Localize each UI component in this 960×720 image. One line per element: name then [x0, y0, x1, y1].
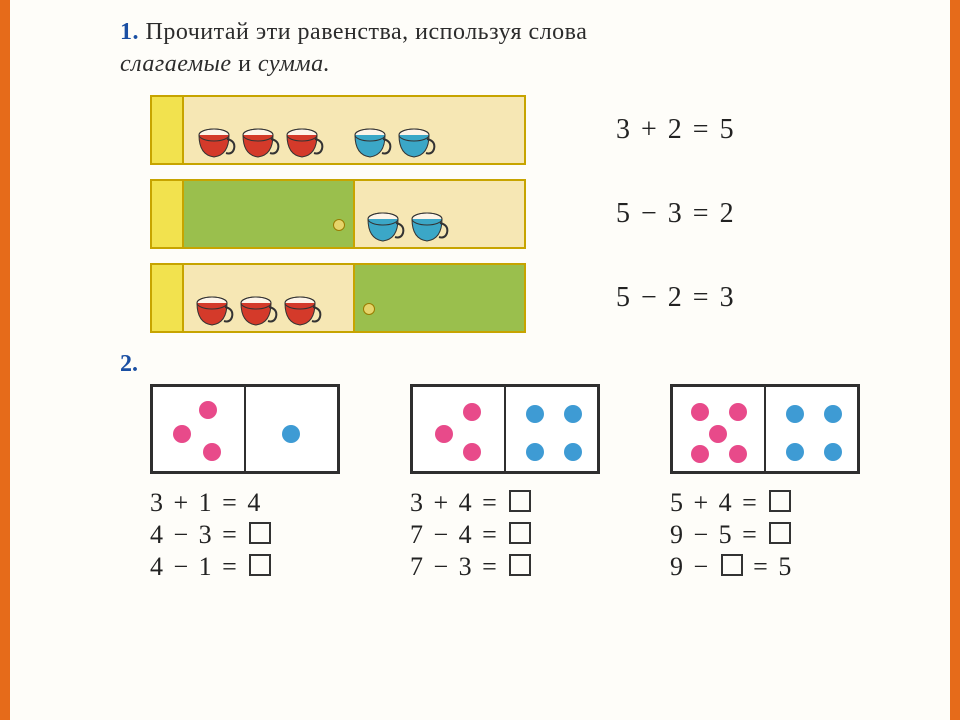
cup-icon — [396, 127, 436, 159]
domino-right — [246, 387, 337, 471]
equation: 4 − 1 = — [150, 552, 273, 582]
cup-icon — [196, 127, 236, 159]
dot-icon — [691, 403, 709, 421]
blank-box — [249, 522, 271, 544]
exercise1-prompt: 1. Прочитай эти равенства, используя сло… — [120, 16, 910, 81]
domino — [150, 384, 340, 474]
equation-list: 3 + 1 = 44 − 3 = 4 − 1 = — [150, 488, 273, 582]
domino-left — [413, 387, 504, 471]
dot-icon — [691, 445, 709, 463]
domino — [670, 384, 860, 474]
shelf-door — [150, 95, 184, 165]
domino-row: 3 + 1 = 44 − 3 = 4 − 1 = 3 + 4 = 7 − 4 =… — [150, 384, 910, 582]
blank-box — [509, 490, 531, 512]
shelf — [150, 95, 526, 165]
cup-icon — [238, 295, 278, 327]
shelf-half-right — [355, 263, 526, 333]
equation-list: 5 + 4 = 9 − 5 = 9 − = 5 — [670, 488, 793, 582]
domino-left — [153, 387, 244, 471]
equation-list: 3 + 4 = 7 − 4 = 7 − 3 = — [410, 488, 533, 582]
dot-icon — [463, 403, 481, 421]
blank-box — [769, 522, 791, 544]
page: 1. Прочитай эти равенства, используя сло… — [0, 0, 960, 720]
shelf-half-left — [184, 263, 355, 333]
equation: 4 − 3 = — [150, 520, 273, 550]
equation: 9 − 5 = — [670, 520, 793, 550]
prompt-italic-1: слагаемые — [120, 51, 232, 77]
dot-icon — [463, 443, 481, 461]
domino — [410, 384, 600, 474]
knob-icon — [333, 219, 345, 231]
knob-icon — [363, 303, 375, 315]
dot-icon — [786, 443, 804, 461]
equation: 7 − 3 = — [410, 552, 533, 582]
shelf — [150, 179, 526, 249]
shelf — [150, 263, 526, 333]
equation: 9 − = 5 — [670, 552, 793, 582]
domino-right — [506, 387, 597, 471]
dot-icon — [564, 443, 582, 461]
prompt-italic-2: сумма. — [258, 51, 330, 77]
cup-icon — [194, 295, 234, 327]
blank-box — [509, 554, 531, 576]
cup-icon — [365, 211, 405, 243]
shelf-row: 5 − 2 = 3 — [150, 263, 910, 333]
dot-icon — [824, 443, 842, 461]
equation: 5 − 2 = 3 — [616, 282, 736, 314]
equation: 3 + 4 = — [410, 488, 533, 518]
equation: 3 + 1 = 4 — [150, 488, 273, 518]
dot-icon — [435, 425, 453, 443]
prompt-text-1: Прочитай эти равенства, используя слова — [146, 19, 588, 45]
shelf-half-right — [355, 179, 526, 249]
shelf-interior — [184, 95, 526, 165]
exercise1-number: 1. — [120, 19, 139, 45]
domino-right — [766, 387, 857, 471]
exercise2-number: 2. — [120, 351, 138, 378]
cup-icon — [284, 127, 324, 159]
exercise2: 2. 3 + 1 = 44 − 3 = 4 − 1 = 3 + 4 = 7 − … — [120, 351, 910, 582]
shelf-door — [150, 179, 184, 249]
shelf-door — [150, 263, 184, 333]
domino-block: 3 + 4 = 7 − 4 = 7 − 3 = — [410, 384, 600, 582]
domino-left — [673, 387, 764, 471]
equation: 3 + 2 = 5 — [616, 114, 736, 146]
shelf-half-left — [184, 179, 355, 249]
blank-box — [721, 554, 743, 576]
dot-icon — [709, 425, 727, 443]
equation: 5 + 4 = — [670, 488, 793, 518]
dot-icon — [729, 403, 747, 421]
equation: 7 − 4 = — [410, 520, 533, 550]
cup-icon — [409, 211, 449, 243]
cup-icon — [282, 295, 322, 327]
domino-block: 5 + 4 = 9 − 5 = 9 − = 5 — [670, 384, 860, 582]
shelf-row: 3 + 2 = 5 — [150, 95, 910, 165]
cup-icon — [352, 127, 392, 159]
dot-icon — [526, 443, 544, 461]
cup-icon — [240, 127, 280, 159]
dot-icon — [786, 405, 804, 423]
blank-box — [509, 522, 531, 544]
dot-icon — [564, 405, 582, 423]
dot-icon — [526, 405, 544, 423]
shelf-rows: 3 + 2 = 5 5 − 3 = 2 5 − 2 = 3 — [150, 95, 910, 333]
blank-box — [769, 490, 791, 512]
blank-box — [249, 554, 271, 576]
dot-icon — [282, 425, 300, 443]
dot-icon — [203, 443, 221, 461]
dot-icon — [199, 401, 217, 419]
dot-icon — [173, 425, 191, 443]
dot-icon — [729, 445, 747, 463]
domino-block: 3 + 1 = 44 − 3 = 4 − 1 = — [150, 384, 340, 582]
equation: 5 − 3 = 2 — [616, 198, 736, 230]
dot-icon — [824, 405, 842, 423]
prompt-text-2: и — [232, 51, 258, 77]
shelf-row: 5 − 3 = 2 — [150, 179, 910, 249]
